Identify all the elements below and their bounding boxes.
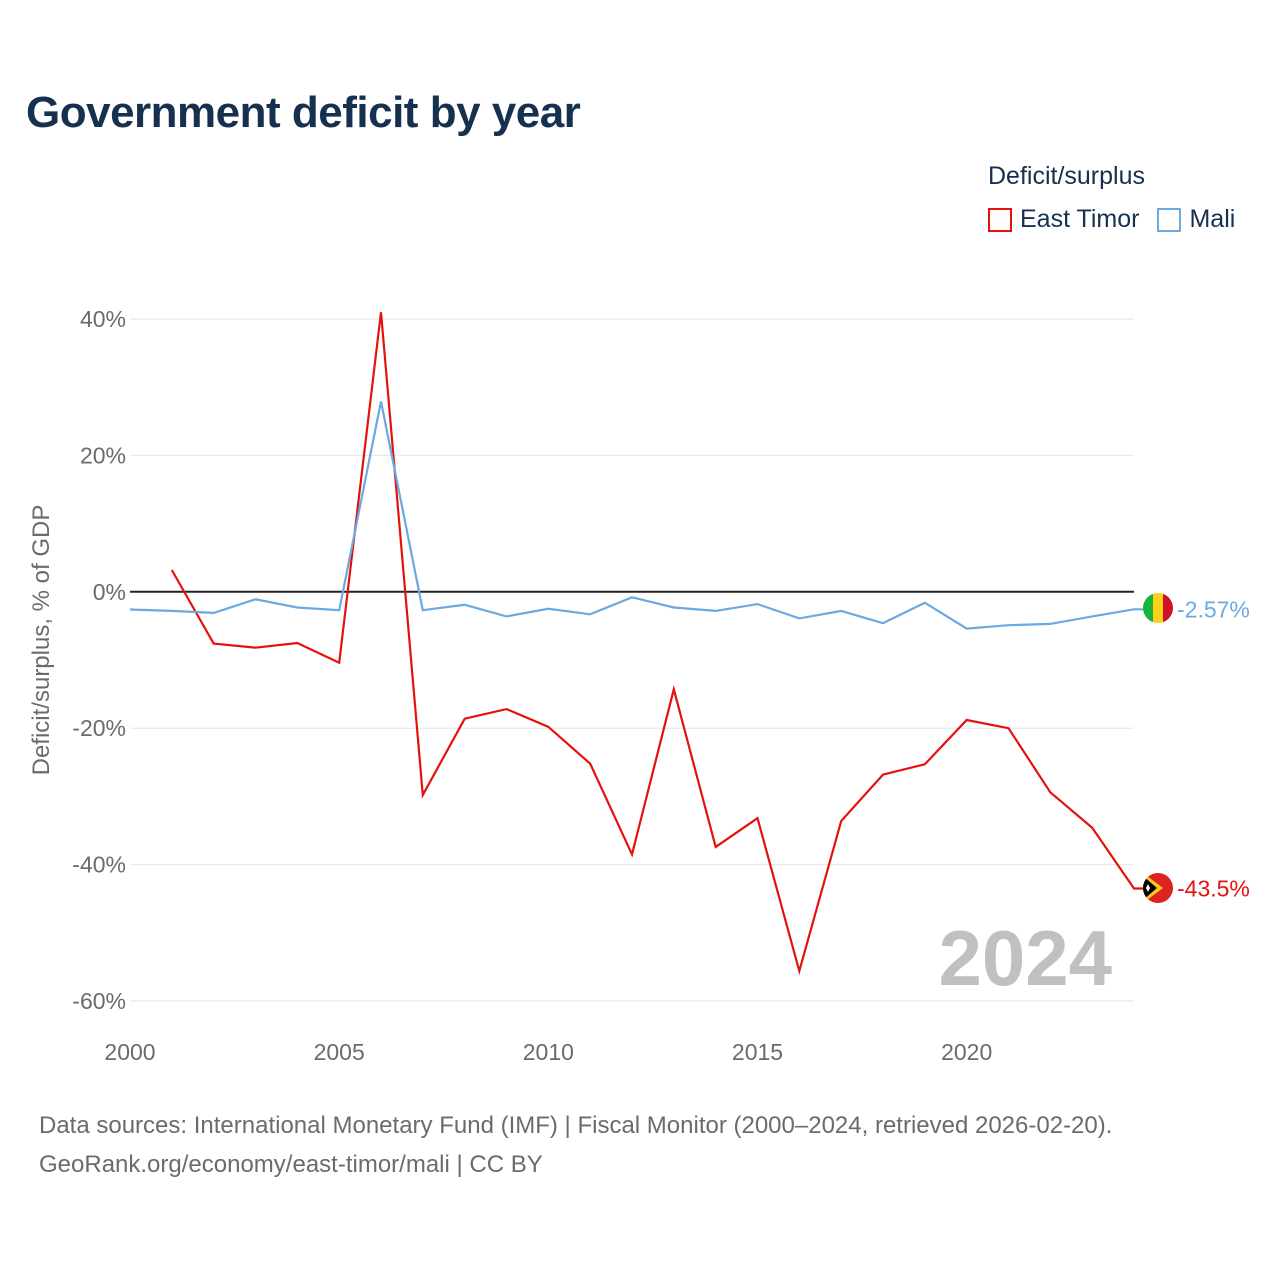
series-line-mali — [129, 401, 1148, 630]
x-tick-label: 2005 — [314, 1039, 365, 1065]
legend-item-mali[interactable]: Mali — [1157, 205, 1235, 234]
series-line-east-timor — [170, 312, 1148, 976]
east-timor-flag-icon — [1143, 873, 1173, 903]
legend-swatch-east-timor — [988, 207, 1012, 232]
y-tick-label: -60% — [72, 988, 126, 1014]
x-tick-label: 2010 — [523, 1039, 574, 1065]
footer: Data sources: International Monetary Fun… — [39, 1106, 1112, 1184]
y-tick-label: 40% — [80, 306, 126, 332]
x-tick-label: 2000 — [104, 1039, 155, 1065]
legend-item-east-timor[interactable]: East Timor — [988, 205, 1139, 234]
x-tick-label: 2015 — [732, 1039, 783, 1065]
legend: Deficit/surplus East Timor Mali — [988, 162, 1268, 234]
year-watermark: 2024 — [938, 914, 1112, 1002]
legend-label-mali: Mali — [1189, 205, 1236, 233]
legend-title: Deficit/surplus — [988, 162, 1145, 190]
y-tick-label: -20% — [72, 715, 126, 741]
legend-swatch-mali — [1157, 207, 1182, 232]
mali-flag-icon — [1143, 593, 1173, 623]
chart-title: Government deficit by year — [26, 88, 581, 137]
y-tick-label: -40% — [72, 852, 126, 878]
y-tick-label: 0% — [93, 579, 126, 605]
source-note: Data sources: International Monetary Fun… — [39, 1112, 1113, 1139]
legend-label-east-timor: East Timor — [1020, 205, 1140, 233]
end-value-label-mali: -2.57% — [1177, 596, 1250, 622]
x-tick-label: 2020 — [941, 1039, 992, 1065]
attribution-link[interactable]: GeoRank.org/economy/east-timor/mali | CC… — [39, 1151, 543, 1178]
y-tick-label: 20% — [80, 442, 126, 468]
end-value-label-east-timor: -43.5% — [1177, 875, 1250, 901]
